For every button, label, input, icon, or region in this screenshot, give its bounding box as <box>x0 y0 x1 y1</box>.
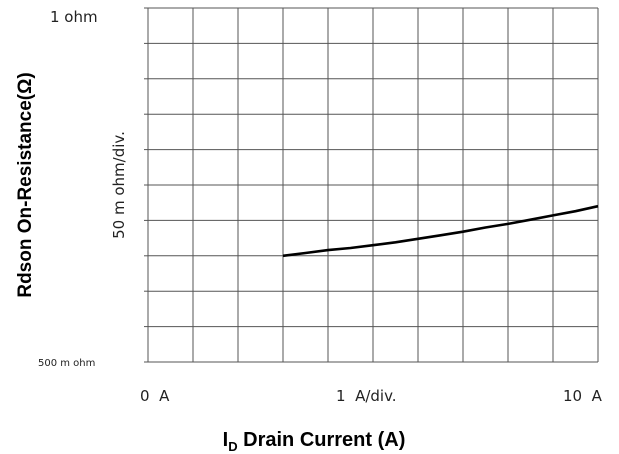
x-tick-label-2: 10 A <box>563 387 603 405</box>
x-axis-label-rest: Drain Current (A) <box>238 429 406 451</box>
plot-area <box>282 204 599 258</box>
y-top-label: 1 ohm <box>50 8 98 26</box>
y-bottom-label: 500 m ohm <box>38 358 95 369</box>
x-axis-label-main: I <box>223 429 229 451</box>
x-axis-label: ID Drain Current (A) <box>223 429 406 454</box>
x-axis-label-subscript: D <box>228 439 237 454</box>
y-axis-label: Rdson On-Resistance(Ω) <box>15 72 36 297</box>
x-tick-label-1: 1 A/div. <box>336 387 397 405</box>
x-tick-label-0: 0 A <box>140 387 170 405</box>
y-scale-note: 50 m ohm/div. <box>110 131 128 239</box>
series-line-0 <box>282 204 599 258</box>
grid <box>144 7 599 363</box>
